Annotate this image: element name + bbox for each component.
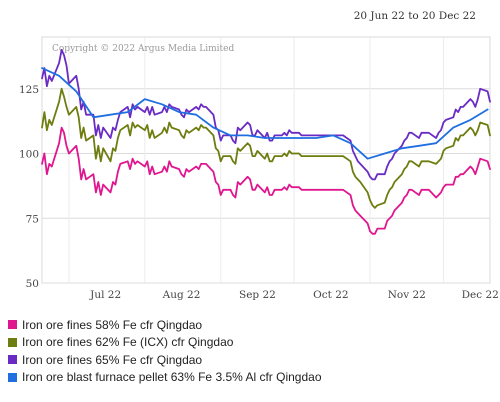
legend-item[interactable]: Iron ore fines 62% Fe (ICX) cfr Qingdao [8, 334, 322, 352]
y-tick-label: 125 [19, 84, 39, 96]
legend-item[interactable]: Iron ore blast furnace pellet 63% Fe 3.5… [8, 369, 322, 387]
legend-label: Iron ore fines 62% Fe (ICX) cfr Qingdao [22, 335, 234, 350]
legend-item[interactable]: Iron ore fines 58% Fe cfr Qingdao [8, 316, 322, 334]
series-lines [41, 49, 491, 235]
plot-area [41, 36, 491, 284]
legend-label: Iron ore fines 58% Fe cfr Qingdao [22, 317, 203, 332]
series-line-1 [41, 126, 491, 235]
copyright-text: Copyright © 2022 Argus Media Limited [52, 44, 234, 54]
y-tick-label: 50 [26, 278, 39, 290]
legend-item[interactable]: Iron ore fines 65% Fe cfr Qingdao [8, 351, 322, 369]
x-axis-tick-labels: Jul 22 Aug 22 Sep 22 Oct 22 Nov 22 Dec 22 [89, 289, 499, 301]
x-tick-label: Nov 22 [388, 289, 426, 301]
legend-swatch [8, 320, 17, 330]
x-tick-label: Sep 22 [239, 289, 276, 301]
legend-label: Iron ore fines 65% Fe cfr Qingdao [22, 352, 203, 367]
legend: Iron ore fines 58% Fe cfr Qingdao Iron or… [8, 316, 322, 386]
series-line-2 [41, 87, 491, 209]
legend-swatch [8, 337, 17, 347]
y-tick-label: 100 [19, 149, 39, 161]
legend-swatch [8, 372, 17, 382]
series-line-3 [41, 49, 491, 181]
series-line-4 [41, 67, 489, 160]
legend-swatch [8, 355, 17, 365]
date-range-label: 20 Jun 22 to 20 Dec 22 [353, 10, 476, 22]
price-line-chart: Copyright © 2022 Argus Media Limited 50 7… [19, 36, 499, 301]
x-tick-label: Dec 22 [462, 289, 499, 301]
y-tick-label: 75 [26, 213, 39, 225]
y-axis-tick-labels: 50 75 100 125 [19, 84, 39, 290]
x-tick-label: Aug 22 [162, 289, 201, 301]
x-tick-label: Jul 22 [89, 289, 121, 301]
legend-label: Iron ore blast furnace pellet 63% Fe 3.5… [22, 370, 322, 385]
x-tick-label: Oct 22 [313, 289, 348, 301]
